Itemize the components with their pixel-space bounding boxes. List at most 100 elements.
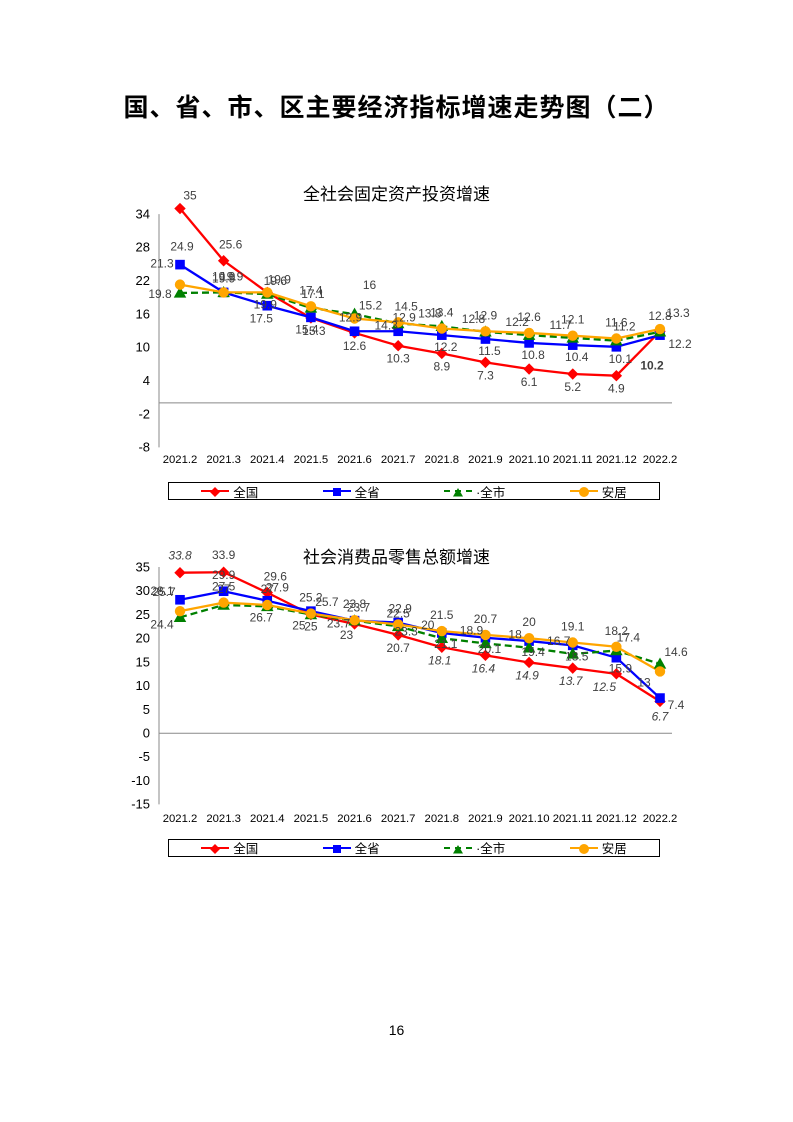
svg-text:12.6: 12.6 (343, 339, 367, 353)
svg-text:16: 16 (136, 306, 150, 321)
svg-text:15: 15 (136, 654, 150, 669)
svg-text:27.5: 27.5 (212, 580, 236, 594)
svg-text:20.7: 20.7 (387, 641, 411, 655)
svg-text:2021.2: 2021.2 (163, 454, 198, 466)
svg-text:19.4: 19.4 (521, 645, 545, 659)
svg-text:7.4: 7.4 (668, 698, 685, 712)
svg-text:19.9: 19.9 (254, 297, 278, 311)
svg-text:2021.12: 2021.12 (596, 454, 637, 466)
svg-text:25.7: 25.7 (152, 585, 176, 599)
svg-text:22.9: 22.9 (389, 601, 413, 615)
svg-text:12.5: 12.5 (593, 680, 617, 694)
svg-text:17.5: 17.5 (250, 312, 274, 326)
svg-text:16: 16 (363, 278, 377, 292)
svg-text:10: 10 (136, 678, 150, 693)
svg-text:2021.4: 2021.4 (250, 454, 285, 466)
svg-text:2021.4: 2021.4 (250, 813, 285, 825)
svg-text:4.9: 4.9 (608, 382, 625, 396)
svg-text:2022.2: 2022.2 (643, 813, 678, 825)
svg-text:-10: -10 (131, 773, 150, 788)
svg-text:21.5: 21.5 (430, 608, 454, 622)
svg-text:19.1: 19.1 (561, 620, 585, 634)
svg-text:23.3: 23.3 (395, 625, 419, 639)
svg-text:7.3: 7.3 (477, 368, 494, 382)
svg-text:16.4: 16.4 (472, 661, 496, 675)
svg-text:12.6: 12.6 (517, 310, 541, 324)
svg-text:21.3: 21.3 (150, 257, 174, 271)
svg-text:12.1: 12.1 (561, 313, 585, 327)
svg-text:20: 20 (136, 631, 150, 646)
svg-text:13.7: 13.7 (559, 674, 584, 688)
svg-text:13.3: 13.3 (666, 306, 690, 320)
svg-text:14.3: 14.3 (375, 318, 399, 332)
svg-text:6.1: 6.1 (521, 375, 538, 389)
svg-text:19.9: 19.9 (212, 269, 236, 283)
svg-text:13: 13 (637, 675, 651, 689)
svg-text:10.8: 10.8 (521, 348, 545, 362)
svg-text:2021.6: 2021.6 (337, 454, 372, 466)
svg-text:17.4: 17.4 (299, 283, 323, 297)
svg-text:2021.3: 2021.3 (206, 454, 241, 466)
svg-text:10.3: 10.3 (387, 352, 411, 366)
svg-text:15.4: 15.4 (295, 322, 319, 336)
svg-text:15.9: 15.9 (609, 662, 633, 676)
svg-text:21.1: 21.1 (434, 637, 458, 651)
svg-text:18: 18 (508, 628, 522, 642)
svg-text:12.2: 12.2 (434, 340, 458, 354)
svg-text:30: 30 (136, 583, 150, 598)
svg-text:19.9: 19.9 (268, 272, 292, 286)
svg-text:14.5: 14.5 (395, 299, 419, 313)
svg-text:2021.11: 2021.11 (553, 813, 593, 825)
svg-text:2021.3: 2021.3 (206, 813, 241, 825)
svg-text:24.4: 24.4 (150, 617, 174, 631)
svg-text:4: 4 (143, 373, 150, 388)
svg-text:2021.8: 2021.8 (425, 454, 460, 466)
svg-text:2021.7: 2021.7 (381, 813, 416, 825)
svg-text:10.1: 10.1 (609, 352, 633, 366)
svg-text:23.7: 23.7 (327, 617, 351, 631)
svg-text:2021.7: 2021.7 (381, 454, 416, 466)
svg-text:8.9: 8.9 (433, 359, 450, 373)
svg-text:25.6: 25.6 (219, 238, 243, 252)
svg-text:12.9: 12.9 (474, 308, 498, 322)
svg-text:19.8: 19.8 (148, 287, 172, 301)
svg-text:24.9: 24.9 (170, 240, 194, 254)
svg-text:2021.10: 2021.10 (509, 813, 550, 825)
svg-text:34: 34 (136, 206, 150, 221)
svg-text:25: 25 (136, 607, 150, 622)
svg-text:26.7: 26.7 (250, 610, 274, 624)
svg-text:25: 25 (304, 619, 318, 633)
svg-text:2021.2: 2021.2 (163, 813, 198, 825)
svg-text:0: 0 (143, 726, 150, 741)
svg-text:16.7: 16.7 (547, 634, 571, 648)
svg-text:18.1: 18.1 (428, 653, 451, 667)
svg-text:2022.2: 2022.2 (643, 454, 678, 466)
svg-text:11.5: 11.5 (478, 344, 501, 358)
svg-text:2021.6: 2021.6 (337, 813, 372, 825)
svg-text:5.2: 5.2 (564, 380, 581, 394)
svg-text:25.2: 25.2 (299, 591, 323, 605)
svg-text:13.4: 13.4 (430, 305, 454, 319)
svg-text:10: 10 (136, 340, 150, 355)
svg-text:2021.9: 2021.9 (468, 813, 503, 825)
svg-text:20.1: 20.1 (478, 642, 502, 656)
svg-text:2021.12: 2021.12 (596, 813, 637, 825)
svg-text:2021.5: 2021.5 (294, 813, 329, 825)
svg-text:22: 22 (136, 273, 150, 288)
svg-text:23.8: 23.8 (343, 597, 367, 611)
svg-text:35: 35 (183, 189, 197, 203)
svg-text:2021.9: 2021.9 (468, 454, 503, 466)
svg-text:11.6: 11.6 (605, 315, 628, 329)
svg-text:2021.11: 2021.11 (553, 454, 593, 466)
svg-text:2021.5: 2021.5 (294, 454, 329, 466)
svg-text:-2: -2 (138, 406, 150, 421)
svg-text:15.2: 15.2 (359, 299, 383, 313)
svg-text:-8: -8 (138, 440, 150, 455)
svg-text:10.4: 10.4 (565, 350, 589, 364)
svg-text:14.9: 14.9 (515, 668, 539, 682)
svg-text:5: 5 (143, 702, 150, 717)
svg-text:12.2: 12.2 (668, 337, 692, 351)
svg-text:2021.10: 2021.10 (509, 454, 550, 466)
svg-text:-15: -15 (131, 797, 150, 812)
svg-text:35: 35 (136, 559, 150, 574)
